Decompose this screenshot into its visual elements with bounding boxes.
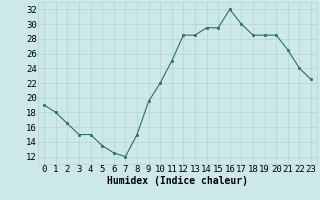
X-axis label: Humidex (Indice chaleur): Humidex (Indice chaleur) [107,176,248,186]
